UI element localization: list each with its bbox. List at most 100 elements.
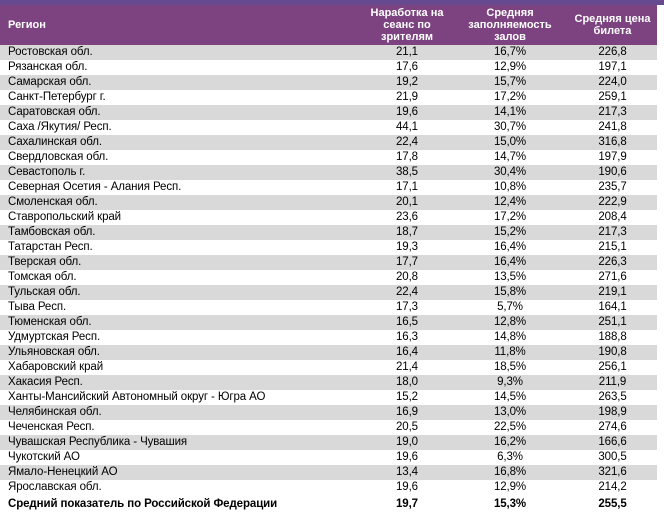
price-cell: 190,8 xyxy=(598,346,627,358)
occupancy-cell: 16,8% xyxy=(493,466,527,478)
attendance-cell: 16,5 xyxy=(396,316,418,328)
attendance-cell: 16,9 xyxy=(396,406,418,418)
region-cell: Чеченская Респ. xyxy=(8,421,95,433)
price-cell: 259,1 xyxy=(598,91,627,103)
price-cell: 197,1 xyxy=(598,61,627,73)
header-avg-occupancy: Средняя заполняемость залов xyxy=(468,7,552,43)
occupancy-cell: 15,0% xyxy=(493,136,527,148)
region-cell: Самарская обл. xyxy=(8,76,92,88)
region-cell: Чукотский АО xyxy=(8,451,80,463)
region-cell: Хабаровский край xyxy=(8,361,104,373)
table-row: Ярославская обл. 19,6 12,9% 214,2 xyxy=(0,480,657,495)
table-row: Саратовская обл. 19,6 14,1% 217,3 xyxy=(0,105,657,120)
region-cell: Тверская обл. xyxy=(8,256,82,268)
top-accent-stripe xyxy=(0,0,664,5)
occupancy-cell: 15,8% xyxy=(493,286,527,298)
attendance-cell: 13,4 xyxy=(396,466,418,478)
occupancy-cell: 17,2% xyxy=(493,211,527,223)
price-cell: 316,8 xyxy=(598,136,627,148)
price-cell: 188,8 xyxy=(598,331,627,343)
attendance-cell: 44,1 xyxy=(396,121,418,133)
price-cell: 222,9 xyxy=(598,196,627,208)
occupancy-cell: 9,3% xyxy=(497,376,523,388)
region-cell: Ярославская обл. xyxy=(8,481,102,493)
occupancy-cell: 22,5% xyxy=(493,421,527,433)
summary-attendance: 19,7 xyxy=(396,498,418,510)
table-row: Тыва Респ. 17,3 5,7% 164,1 xyxy=(0,300,657,315)
occupancy-cell: 16,2% xyxy=(493,436,527,448)
region-cell: Сахалинская обл. xyxy=(8,136,102,148)
attendance-cell: 20,1 xyxy=(396,196,418,208)
header-attendance-per-session: Наработка на сеанс по зрителям xyxy=(370,7,444,43)
attendance-cell: 18,7 xyxy=(396,226,418,238)
occupancy-cell: 16,7% xyxy=(493,46,527,58)
table-row: Удмуртская Респ. 16,3 14,8% 188,8 xyxy=(0,330,657,345)
attendance-cell: 17,6 xyxy=(396,61,418,73)
price-cell: 214,2 xyxy=(598,481,627,493)
table-row: Саха /Якутия/ Респ. 44,1 30,7% 241,8 xyxy=(0,120,657,135)
price-cell: 224,0 xyxy=(598,76,627,88)
table-row: Сахалинская обл. 22,4 15,0% 316,8 xyxy=(0,135,657,150)
region-cell: Рязанская обл. xyxy=(8,61,88,73)
table-row: Тамбовская обл. 18,7 15,2% 217,3 xyxy=(0,225,657,240)
table-row: Смоленская обл. 20,1 12,4% 222,9 xyxy=(0,195,657,210)
table-row: Чукотский АО 19,6 6,3% 300,5 xyxy=(0,450,657,465)
table-row: Тверская обл. 17,7 16,4% 226,3 xyxy=(0,255,657,270)
regions-stats-table: Регион Наработка на сеанс по зрителям Ср… xyxy=(0,5,657,513)
occupancy-cell: 14,5% xyxy=(493,391,527,403)
region-cell: Ставропольский край xyxy=(8,211,121,223)
price-cell: 219,1 xyxy=(598,286,627,298)
summary-price: 255,5 xyxy=(598,498,627,510)
header-region: Регион xyxy=(8,19,46,31)
price-cell: 321,6 xyxy=(598,466,627,478)
attendance-cell: 18,0 xyxy=(396,376,418,388)
attendance-cell: 16,4 xyxy=(396,346,418,358)
region-cell: Северная Осетия - Алания Респ. xyxy=(8,181,182,193)
attendance-cell: 19,6 xyxy=(396,481,418,493)
region-cell: Севастополь г. xyxy=(8,166,86,178)
occupancy-cell: 14,1% xyxy=(493,106,527,118)
table-body: Ростовская обл. 21,1 16,7% 226,8 Рязанск… xyxy=(0,45,657,495)
attendance-cell: 23,6 xyxy=(396,211,418,223)
table-row: Томская обл. 20,8 13,5% 271,6 xyxy=(0,270,657,285)
price-cell: 217,3 xyxy=(598,226,627,238)
occupancy-cell: 14,7% xyxy=(493,151,527,163)
attendance-cell: 17,8 xyxy=(396,151,418,163)
attendance-cell: 21,1 xyxy=(396,46,418,58)
table-row: Ставропольский край 23,6 17,2% 208,4 xyxy=(0,210,657,225)
occupancy-cell: 18,5% xyxy=(493,361,527,373)
region-cell: Хакасия Респ. xyxy=(8,376,83,388)
table-header-row: Регион Наработка на сеанс по зрителям Ср… xyxy=(0,5,657,45)
occupancy-cell: 16,4% xyxy=(493,256,527,268)
occupancy-cell: 12,8% xyxy=(493,316,527,328)
region-cell: Челябинская обл. xyxy=(8,406,102,418)
price-cell: 164,1 xyxy=(598,301,627,313)
region-cell: Тамбовская обл. xyxy=(8,226,96,238)
price-cell: 166,6 xyxy=(598,436,627,448)
occupancy-cell: 13,0% xyxy=(493,406,527,418)
table-row: Тульская обл. 22,4 15,8% 219,1 xyxy=(0,285,657,300)
region-cell: Тыва Респ. xyxy=(8,301,67,313)
region-cell: Саха /Якутия/ Респ. xyxy=(8,121,112,133)
region-cell: Чувашская Республика - Чувашия xyxy=(8,436,188,448)
price-cell: 208,4 xyxy=(598,211,627,223)
price-cell: 235,7 xyxy=(598,181,627,193)
attendance-cell: 19,0 xyxy=(396,436,418,448)
price-cell: 271,6 xyxy=(598,271,627,283)
summary-row: Средний показатель по Российской Федерац… xyxy=(0,495,657,513)
attendance-cell: 19,3 xyxy=(396,241,418,253)
region-cell: Смоленская обл. xyxy=(8,196,98,208)
table-row: Хакасия Респ. 18,0 9,3% 211,9 xyxy=(0,375,657,390)
price-cell: 217,3 xyxy=(598,106,627,118)
summary-occupancy: 15,3% xyxy=(493,498,527,510)
table-row: Ямало-Ненецкий АО 13,4 16,8% 321,6 xyxy=(0,465,657,480)
attendance-cell: 19,6 xyxy=(396,106,418,118)
table-row: Рязанская обл. 17,6 12,9% 197,1 xyxy=(0,60,657,75)
table-row: Хабаровский край 21,4 18,5% 256,1 xyxy=(0,360,657,375)
region-cell: Саратовская обл. xyxy=(8,106,101,118)
region-cell: Тюменская обл. xyxy=(8,316,92,328)
occupancy-cell: 11,8% xyxy=(494,346,526,358)
attendance-cell: 20,5 xyxy=(396,421,418,433)
price-cell: 241,8 xyxy=(598,121,627,133)
